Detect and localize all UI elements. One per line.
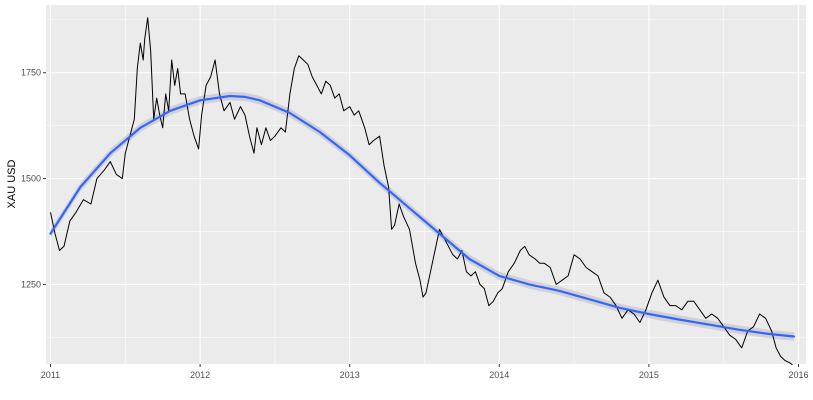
y-tick-label: 1250 (21, 279, 41, 289)
grid-minor (46, 5, 806, 364)
x-tick-label: 2013 (340, 370, 360, 380)
y-tick-label: 1750 (21, 68, 41, 78)
x-tick-label: 2014 (489, 370, 509, 380)
confidence-band (50, 91, 794, 341)
grid-major (46, 5, 806, 364)
x-tick-label: 2016 (789, 370, 809, 380)
y-axis-title: XAU USD (6, 159, 18, 208)
price-series-line (50, 17, 793, 366)
x-tick-label: 2012 (190, 370, 210, 380)
x-axis: 2011 2012 2013 2014 2015 2016 (41, 364, 809, 380)
y-axis: 1250 1500 1750 (21, 68, 46, 289)
y-tick-label: 1500 (21, 174, 41, 184)
plot-panel (46, 5, 806, 364)
x-tick-label: 2011 (41, 370, 60, 380)
smooth-trend-line (49, 94, 796, 338)
x-tick-label: 2015 (639, 370, 659, 380)
